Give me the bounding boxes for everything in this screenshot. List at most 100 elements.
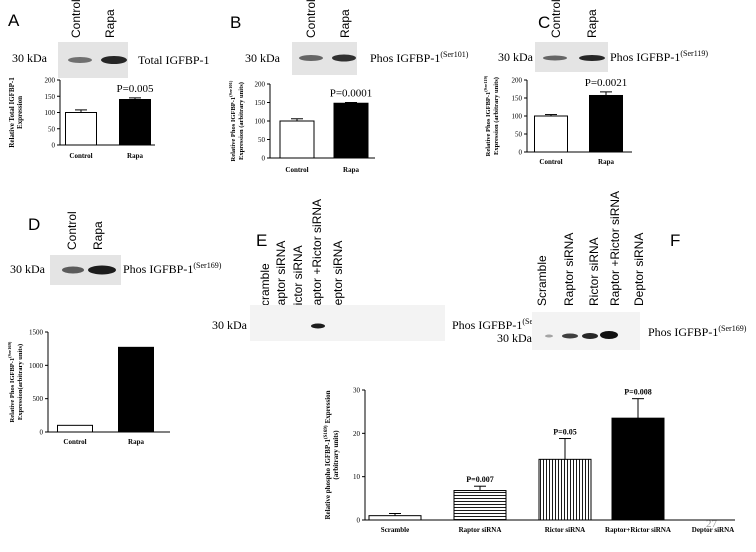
blot-band [68,57,92,63]
panel-letter: F [670,231,680,250]
y-tick-label: 0 [262,155,266,163]
blot-band [543,55,567,61]
y-axis-label: Relative Total IGFBP-1 [8,77,16,148]
y-axis-label-text: Relative Phos IGFBP-1 [9,358,16,423]
y-tick-label: 100 [512,113,523,121]
bar [57,424,93,433]
x-tick-label: Rapa [128,438,144,446]
lane-label: Rapa [338,9,352,38]
y-tick-label: 1500 [29,329,44,337]
x-tick-label: Control [63,438,86,446]
panel-letter: B [230,13,241,32]
bar [119,99,151,146]
p-value: P=0.0021 [585,77,628,89]
y-tick-label: 200 [45,77,56,85]
blot-band [579,55,605,61]
y-axis-label-text: Relative Phos IGFBP-1 [230,97,237,162]
y-axis-label-text: Expression (arbitrary units) [493,77,500,155]
bar [538,458,592,521]
y-axis-label-text: Relative Phos IGFBP-1 [485,92,492,157]
blot-label-text: Phos IGFBP-1 [123,262,193,276]
bar [611,417,665,521]
lane-label: Rictor siRNA [587,237,601,306]
x-tick-label: Raptor siRNA [459,526,502,534]
y-axis-label-sup: (Ser101) [228,80,233,97]
y-axis-label: Expression(arbitrary units) [17,344,24,420]
y-tick-label: 0 [519,149,523,157]
lane-label: Deptor siRNA [331,241,345,314]
blot-band [582,333,598,339]
lane-label: Rapa [585,9,599,38]
y-tick-label: 100 [255,118,266,126]
blot-label-sup: (Ser169) [193,261,221,270]
x-tick-label: Deptor siRNA [692,526,734,534]
blot-label: Phos IGFBP-1(Ser169) [648,324,747,339]
blot-band [332,54,356,62]
panel-letter: C [538,13,550,32]
lane-label: Scramble [258,263,272,314]
blot-label: Total IGFBP-1 [138,53,210,67]
blot-band [311,323,325,329]
lane-label: Control [304,0,318,38]
lane-label: Raptor siRNA [274,241,288,314]
blot-label-sup: (Ser119) [680,49,708,58]
panel-letter: A [8,11,20,30]
x-tick-label: Scramble [381,526,409,534]
y-axis-label: Relative phospho IGFBP-1(S169) Expression [324,390,332,519]
x-tick-label: Rapa [598,158,614,166]
lane-label: Raptor +Rictor siRNA [608,191,622,306]
blot-image [532,312,640,350]
y-tick-label: 1000 [29,362,44,370]
p-value: P=0.05 [553,428,576,437]
blot-image [250,305,445,341]
lane-label: Control [65,211,79,250]
y-axis-label: Expression [16,96,24,129]
y-axis-label-text: Expression [16,96,24,129]
y-tick-label: 500 [33,395,44,403]
y-axis-label-text: Relative phospho IGFBP-1 [324,439,332,520]
blot-label-text: Total IGFBP-1 [138,53,210,67]
y-tick-label: 0 [52,142,56,150]
bar [279,120,315,159]
bar [368,515,422,521]
p-value: P=0.008 [624,388,651,397]
blot-label-text: Phos IGFBP-1 [370,51,440,65]
y-axis-label-text: Relative Total IGFBP-1 [8,77,16,148]
y-axis-label-sup: (S169) [324,425,329,439]
blot-band [299,55,323,61]
y-tick-label: 100 [45,109,56,117]
p-value: P=0.005 [116,83,154,95]
x-tick-label: Rapa [343,166,359,174]
bar [589,94,623,153]
y-tick-label: 0 [357,517,361,525]
y-axis-label: Relative Phos IGFBP-1(Ser101) [228,80,237,161]
blot-band [62,266,84,274]
blot-label-text: Phos IGFBP-1 [648,325,718,339]
x-tick-label: Control [69,152,92,160]
blot-label: Phos IGFBP-1(Ser119) [610,49,708,64]
blot-band [545,334,553,338]
y-tick-label: 150 [512,95,523,103]
bar [453,490,507,521]
lane-label: Raptor siRNA [562,233,576,306]
y-tick-label: 150 [45,93,56,101]
y-axis-label: Expression (arbitrary units) [238,82,245,160]
y-axis-label-text: Expression(arbitrary units) [17,344,24,420]
lane-label: Control [69,0,83,38]
marker-label: 30 kDa [245,51,281,65]
lane-label: Rapa [91,221,105,250]
blot-label: Phos IGFBP-1(Ser101) [370,50,469,65]
marker-label: 30 kDa [12,51,48,65]
blot-label-text: Phos IGFBP-1 [610,50,680,64]
y-tick-label: 20 [353,430,361,438]
blot-band [600,331,618,339]
y-tick-label: 200 [255,81,266,89]
marker-label: 30 kDa [497,331,533,345]
p-value: P=0.007 [466,475,493,484]
y-axis-label: Expression (arbitrary units) [493,77,500,155]
x-tick-label: Control [539,158,562,166]
y-axis-label-text: Expression [324,390,332,423]
y-axis-label-text: (arbitrary units) [332,430,340,480]
lane-label: Scramble [535,255,549,306]
y-axis-label: (arbitrary units) [332,430,340,480]
